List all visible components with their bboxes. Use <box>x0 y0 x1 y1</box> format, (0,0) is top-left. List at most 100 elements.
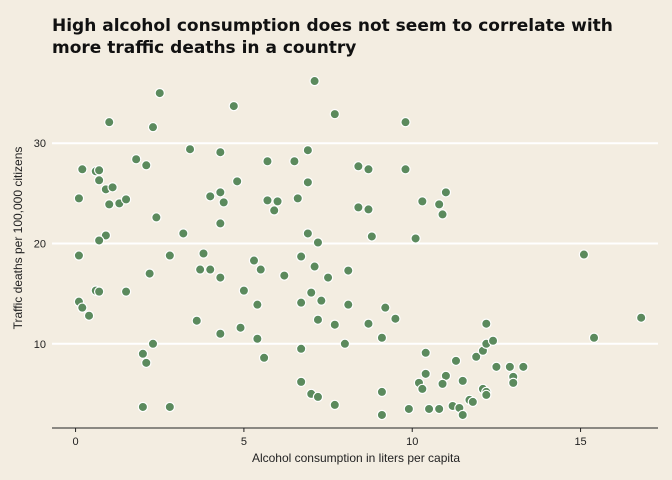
data-point-59 <box>289 156 300 167</box>
data-point-131 <box>588 332 600 343</box>
data-point-22 <box>83 310 95 321</box>
data-point-51 <box>252 333 263 344</box>
data-point-45 <box>228 100 239 112</box>
data-point-79 <box>329 108 340 120</box>
data-point-47 <box>235 322 246 333</box>
data-point-109 <box>433 403 445 415</box>
data-point-14 <box>154 87 165 99</box>
data-point-37 <box>215 272 226 283</box>
data-point-114 <box>457 409 468 421</box>
data-point-60 <box>292 193 303 204</box>
data-point-29 <box>137 401 149 413</box>
data-point-57 <box>272 196 283 207</box>
x-tick-label-0: 0 <box>73 436 79 448</box>
data-point-0 <box>73 193 85 204</box>
data-point-13 <box>147 121 159 133</box>
data-point-49 <box>248 255 260 266</box>
y-axis-label: Traffic deaths per 100,000 citizens <box>11 147 25 330</box>
data-point-69 <box>309 75 320 87</box>
data-point-105 <box>440 187 452 198</box>
x-axis-label: Alcohol consumption in liters per capita <box>252 451 460 465</box>
data-point-95 <box>400 164 411 175</box>
data-point-64 <box>295 376 307 388</box>
data-point-132 <box>635 312 647 323</box>
data-point-11 <box>130 154 142 165</box>
data-point-93 <box>390 313 401 324</box>
data-point-21 <box>77 302 88 313</box>
data-point-88 <box>366 231 378 242</box>
data-point-63 <box>295 343 307 354</box>
data-point-74 <box>306 287 317 298</box>
y-tick-label-1: 20 <box>34 238 46 250</box>
data-point-1 <box>77 164 88 175</box>
chart-title-line-1: High alcohol consumption does not seem t… <box>52 16 613 36</box>
chart-title-line-2: more traffic deaths in a country <box>52 38 356 58</box>
data-point-112 <box>457 375 468 387</box>
data-point-28 <box>147 338 159 349</box>
data-point-124 <box>481 389 492 401</box>
data-point-100 <box>417 383 428 395</box>
data-point-116 <box>467 396 479 408</box>
data-point-90 <box>380 302 391 313</box>
data-point-125 <box>491 361 502 373</box>
data-point-46 <box>231 176 243 187</box>
data-point-33 <box>184 144 196 155</box>
data-point-54 <box>262 156 273 167</box>
data-point-3 <box>93 165 105 176</box>
data-point-107 <box>437 378 448 390</box>
data-point-97 <box>403 403 415 415</box>
data-point-130 <box>578 249 590 260</box>
data-point-75 <box>312 391 324 403</box>
data-point-77 <box>329 319 340 330</box>
data-point-101 <box>420 347 431 358</box>
data-point-42 <box>218 197 229 208</box>
data-point-44 <box>215 147 226 158</box>
data-point-56 <box>269 205 280 216</box>
data-point-7 <box>107 182 118 193</box>
axes: 10 20 30 0 5 10 15 <box>34 138 658 448</box>
data-point-30 <box>164 401 176 413</box>
data-point-121 <box>487 335 499 346</box>
data-point-34 <box>194 264 206 275</box>
data-point-83 <box>353 161 364 172</box>
data-point-128 <box>508 377 519 389</box>
data-point-94 <box>400 116 411 128</box>
data-point-108 <box>423 403 435 415</box>
data-point-117 <box>471 351 482 363</box>
data-point-91 <box>376 386 388 398</box>
gridlines <box>52 142 658 345</box>
data-point-16 <box>144 268 155 279</box>
data-point-26 <box>137 348 149 359</box>
data-point-82 <box>339 338 351 349</box>
data-point-72 <box>316 295 327 306</box>
data-point-126 <box>504 361 516 373</box>
data-point-15 <box>151 212 162 223</box>
data-point-84 <box>353 202 364 213</box>
data-point-102 <box>420 368 431 380</box>
data-point-103 <box>433 199 445 210</box>
data-point-67 <box>302 228 314 239</box>
data-point-24 <box>93 286 105 297</box>
data-point-89 <box>376 332 388 343</box>
data-point-9 <box>120 194 132 205</box>
data-point-19 <box>93 235 105 246</box>
data-point-98 <box>417 196 428 207</box>
data-point-39 <box>215 328 226 339</box>
data-point-50 <box>252 299 263 310</box>
data-point-58 <box>279 270 290 281</box>
data-point-119 <box>481 318 492 329</box>
data-point-129 <box>518 361 529 373</box>
data-point-81 <box>343 299 354 310</box>
data-point-70 <box>309 261 320 272</box>
data-point-35 <box>198 248 209 259</box>
data-point-86 <box>363 204 374 215</box>
data-point-80 <box>343 265 354 276</box>
data-point-65 <box>302 145 314 156</box>
data-point-53 <box>255 264 266 275</box>
y-tick-label-2: 30 <box>34 138 46 150</box>
data-point-25 <box>120 286 132 297</box>
data-point-85 <box>363 164 374 175</box>
data-point-52 <box>258 352 270 364</box>
data-point-71 <box>312 237 324 248</box>
